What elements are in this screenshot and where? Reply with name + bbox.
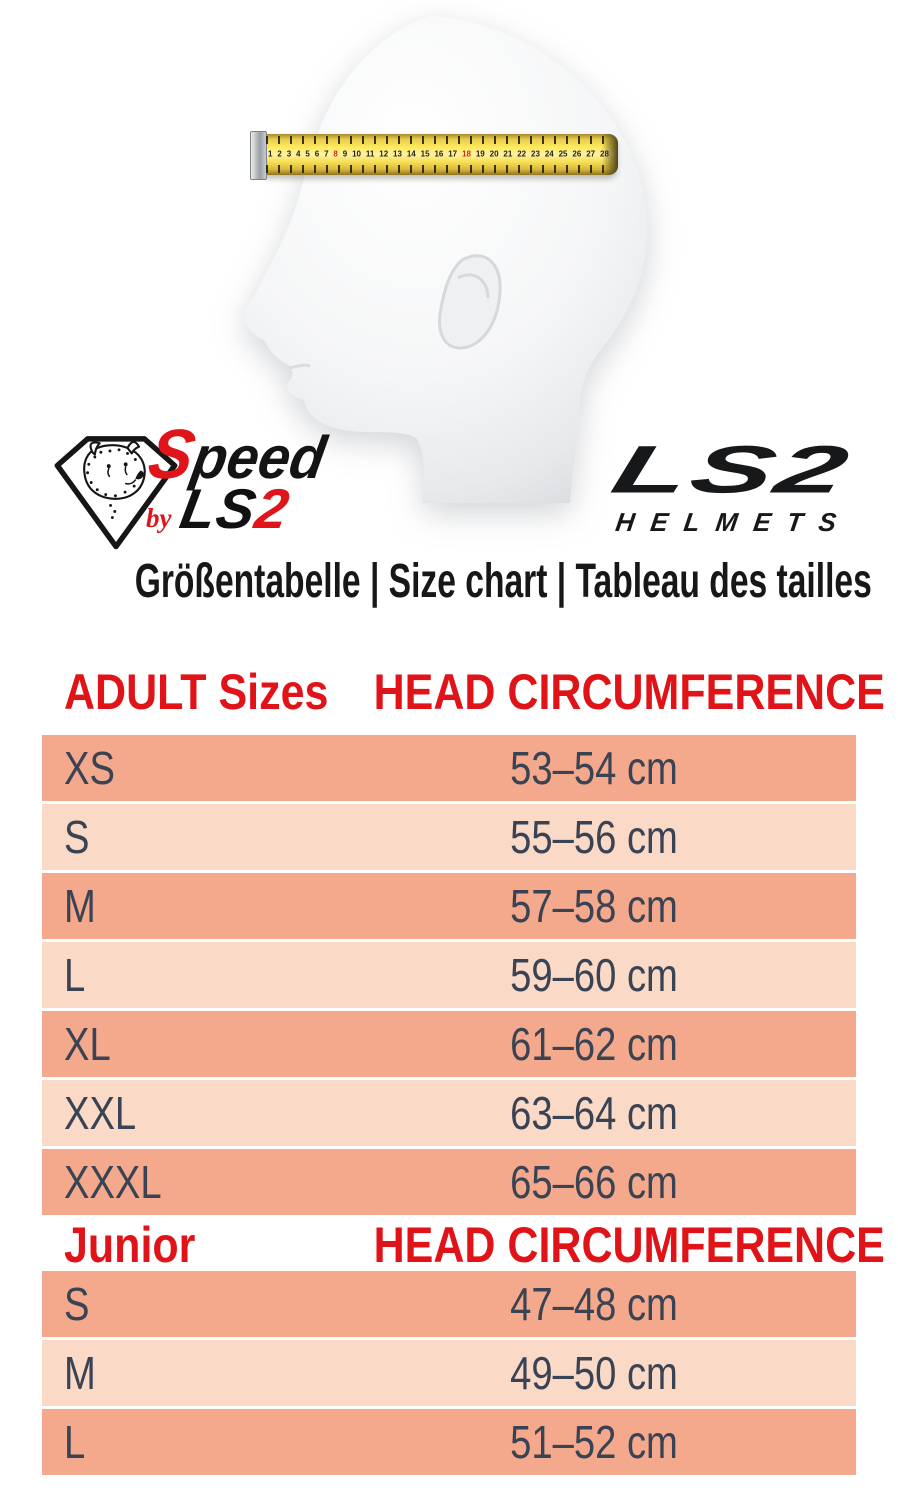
tape-ticks-bottom bbox=[266, 165, 613, 173]
adult-table-header: ADULT Sizes HEAD CIRCUMFERENCE bbox=[42, 648, 885, 735]
size-cell: XXXL bbox=[64, 1156, 162, 1208]
page-title: Größentabelle | Size chart | Tableau des… bbox=[134, 555, 872, 608]
value-cell: 57–58 cm bbox=[510, 880, 678, 932]
value-cell: 63–64 cm bbox=[510, 1087, 678, 1139]
junior-circumference-header-cell: HEAD CIRCUMFERENCE bbox=[373, 1216, 885, 1273]
value-cell: 65–66 cm bbox=[510, 1156, 678, 1208]
table-row-adult-xl: XL 61–62 cm bbox=[42, 1011, 856, 1077]
value-cell: 61–62 cm bbox=[510, 1018, 678, 1070]
value-cell: 49–50 cm bbox=[510, 1347, 678, 1399]
table-row-junior-l: L 51–52 cm bbox=[42, 1409, 856, 1475]
value-cell: 55–56 cm bbox=[510, 811, 678, 863]
tape-end-clip bbox=[250, 131, 267, 180]
ear-inner-line bbox=[457, 273, 490, 299]
table-row-adult-m: M 57–58 cm bbox=[42, 873, 856, 939]
junior-table-header: Junior HEAD CIRCUMFERENCE bbox=[42, 1216, 885, 1273]
speed-by-ls2-logo: Speed by LS2 bbox=[52, 415, 387, 554]
lip-shade-line bbox=[289, 363, 311, 370]
adult-circumference-header-cell: HEAD CIRCUMFERENCE bbox=[373, 663, 885, 720]
value-cell: 51–52 cm bbox=[510, 1416, 678, 1468]
size-table: ADULT Sizes HEAD CIRCUMFERENCE XS 53–54 … bbox=[42, 648, 885, 1478]
table-row-adult-xs: XS 53–54 cm bbox=[42, 735, 856, 801]
junior-sizes-header-cell: Junior bbox=[64, 1216, 196, 1273]
table-row-adult-l: L 59–60 cm bbox=[42, 942, 856, 1008]
tape-end-cap bbox=[602, 134, 618, 175]
cheetah-diamond-icon bbox=[54, 436, 178, 550]
ls2-small-wordmark: LS2 bbox=[176, 477, 295, 540]
size-cell: M bbox=[64, 880, 96, 932]
tape-numbers: 1 2 3 4 5 6 7 8 9 10 11 12 13 14 15 16 17 18 19 20 21 22 23 24 2… bbox=[268, 149, 609, 159]
helmets-wordmark: HELMETS bbox=[613, 507, 855, 537]
size-cell: XS bbox=[64, 742, 115, 794]
table-row-adult-s: S 55–56 cm bbox=[42, 804, 856, 870]
table-row-junior-m: M 49–50 cm bbox=[42, 1340, 856, 1406]
tape-ticks-top bbox=[266, 136, 613, 144]
by-ls2-wordmark: by LS2 bbox=[146, 477, 295, 540]
ls2-big-wordmark: LS2 bbox=[604, 432, 859, 508]
table-row-adult-xxxl: XXXL 65–66 cm bbox=[42, 1149, 856, 1215]
ls-letters: LS bbox=[176, 477, 263, 540]
by-script: by bbox=[146, 503, 172, 533]
value-cell: 47–48 cm bbox=[510, 1278, 678, 1330]
measuring-tape: 1 2 3 4 5 6 7 8 9 10 11 12 13 14 15 16 17 18 19 20 21 22 23 24 2… bbox=[250, 131, 618, 180]
size-cell: M bbox=[64, 1347, 96, 1399]
ls2-helmets-logo: LS2 HELMETS bbox=[598, 432, 862, 544]
table-row-junior-s: S 47–48 cm bbox=[42, 1271, 856, 1337]
ear bbox=[438, 254, 502, 350]
size-cell: S bbox=[64, 811, 90, 863]
table-row-adult-xxl: XXL 63–64 cm bbox=[42, 1080, 856, 1146]
value-cell: 53–54 cm bbox=[510, 742, 678, 794]
size-cell: L bbox=[64, 1416, 86, 1468]
size-cell: S bbox=[64, 1278, 90, 1330]
size-cell: XXL bbox=[64, 1087, 137, 1139]
size-cell: XL bbox=[64, 1018, 111, 1070]
adult-sizes-header-cell: ADULT Sizes bbox=[64, 663, 329, 720]
value-cell: 59–60 cm bbox=[510, 949, 678, 1001]
size-cell: L bbox=[64, 949, 86, 1001]
